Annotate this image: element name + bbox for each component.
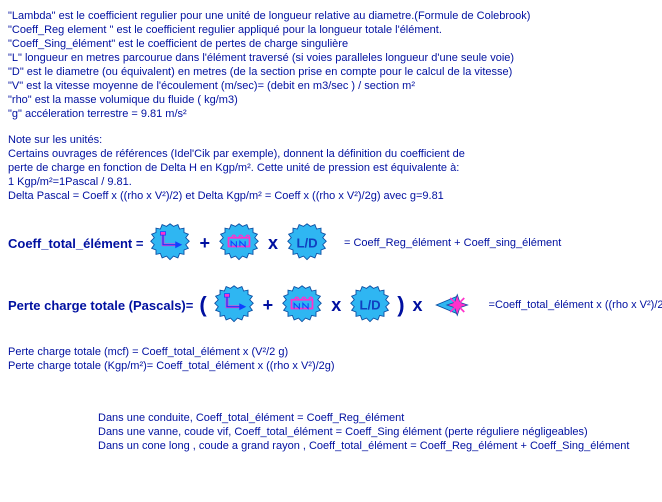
def-line: "L" longueur en metres parcourue dans l'… [8,52,654,64]
footer-line: Dans une vanne, coude vif, Coeff_total_é… [98,426,654,438]
units-note-line: Certains ouvrages de références (Idel'Ci… [8,148,654,160]
formula-coeff-total: Coeff_total_élément = + x L/D = Coeff_Re… [8,222,654,264]
pct-line: Perte charge totale (Kgp/m²)= Coeff_tota… [8,360,654,372]
ld-ratio-icon: L/D [349,284,391,326]
def-line: "rho" est la masse volumique du fluide (… [8,94,654,106]
footer-line: Dans un cone long , coude a grand rayon … [98,440,654,452]
units-note-block: Note sur les unités: Certains ouvrages d… [8,134,654,202]
velocity-star-icon [431,284,473,326]
units-note-line: Delta Pascal = Coeff x ((rho x V²)/2) et… [8,190,654,202]
plus-op: + [261,295,276,316]
definitions-block: "Lambda" est le coefficient regulier pou… [8,10,654,120]
pct-lines-block: Perte charge totale (mcf) = Coeff_total_… [8,346,654,372]
formula-perte-charge: Perte charge totale (Pascals)= ( + x L/D… [8,284,654,326]
footer-block: Dans une conduite, Coeff_total_élément =… [98,412,654,452]
valve-icon [281,284,323,326]
units-note-line: perte de charge en fonction de Delta H e… [8,162,654,174]
elbow-pipe-icon [213,284,255,326]
formula2-rhs: =Coeff_total_élément x ((rho x V²)/2) [489,299,662,311]
def-line: "V" est la vitesse moyenne de l'écouleme… [8,80,654,92]
elbow-pipe-icon [149,222,191,264]
formula1-rhs: = Coeff_Reg_élément + Coeff_sing_élément [344,237,561,249]
plus-op: + [197,233,212,254]
svg-text:L/D: L/D [360,297,381,312]
ld-ratio-icon: L/D [286,222,328,264]
footer-line: Dans une conduite, Coeff_total_élément =… [98,412,654,424]
close-paren: ) [397,292,404,318]
svg-text:L/D: L/D [296,235,317,250]
valve-icon [218,222,260,264]
mul-op: x [411,295,425,316]
units-note-title: Note sur les unités: [8,134,654,146]
def-line: "D" est le diametre (ou équivalent) en m… [8,66,654,78]
pct-line: Perte charge totale (mcf) = Coeff_total_… [8,346,654,358]
def-line: "Coeff_Sing_élément" est le coefficient … [8,38,654,50]
formula1-label: Coeff_total_élément = [8,236,143,251]
formula2-label: Perte charge totale (Pascals)= [8,298,193,313]
def-line: "Lambda" est le coefficient regulier pou… [8,10,654,22]
mul-op: x [266,233,280,254]
units-note-line: 1 Kgp/m²=1Pascal / 9.81. [8,176,654,188]
open-paren: ( [199,292,206,318]
mul-op: x [329,295,343,316]
def-line: "Coeff_Reg element " est le coefficient … [8,24,654,36]
def-line: "g" accéleration terrestre = 9.81 m/s² [8,108,654,120]
